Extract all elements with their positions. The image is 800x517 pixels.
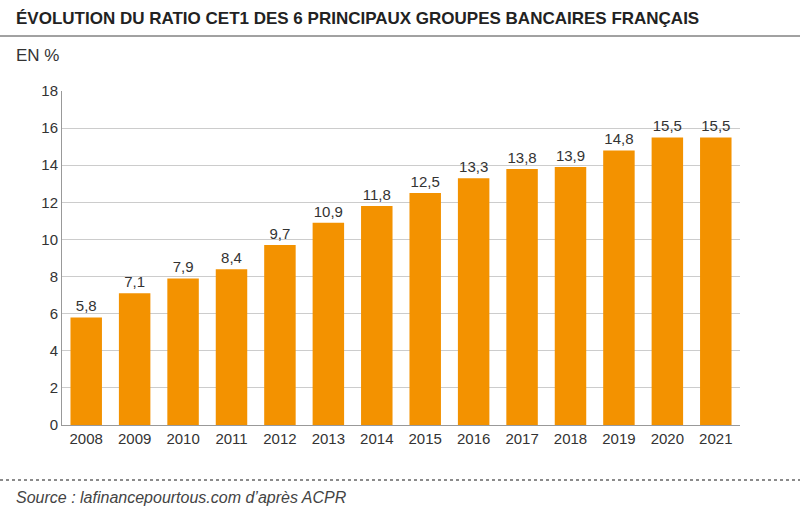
svg-text:13,3: 13,3 <box>459 158 488 175</box>
svg-text:4: 4 <box>50 342 58 359</box>
svg-text:6: 6 <box>50 305 58 322</box>
svg-text:8: 8 <box>50 268 58 285</box>
svg-text:7,1: 7,1 <box>124 273 145 290</box>
svg-text:2017: 2017 <box>505 430 538 447</box>
svg-text:2015: 2015 <box>409 430 442 447</box>
svg-text:12,5: 12,5 <box>411 173 440 190</box>
svg-text:2010: 2010 <box>166 430 199 447</box>
svg-text:Source : lafinancepourtous.com: Source : lafinancepourtous.com d’après A… <box>16 489 347 506</box>
svg-text:2013: 2013 <box>312 430 345 447</box>
svg-text:15,5: 15,5 <box>653 117 682 134</box>
svg-text:2009: 2009 <box>118 430 151 447</box>
svg-text:EN %: EN % <box>16 46 59 65</box>
svg-text:12: 12 <box>41 194 58 211</box>
svg-text:2: 2 <box>50 379 58 396</box>
svg-text:5,8: 5,8 <box>76 297 97 314</box>
svg-text:2021: 2021 <box>699 430 732 447</box>
svg-text:10,9: 10,9 <box>314 203 343 220</box>
svg-text:2014: 2014 <box>360 430 393 447</box>
svg-text:8,4: 8,4 <box>221 249 242 266</box>
svg-text:14,8: 14,8 <box>604 130 633 147</box>
svg-text:2020: 2020 <box>651 430 684 447</box>
svg-text:14: 14 <box>41 156 58 173</box>
svg-text:2012: 2012 <box>263 430 296 447</box>
svg-text:2016: 2016 <box>457 430 490 447</box>
svg-text:7,9: 7,9 <box>173 258 194 275</box>
svg-text:2011: 2011 <box>215 430 247 447</box>
svg-text:2008: 2008 <box>70 430 103 447</box>
svg-text:9,7: 9,7 <box>270 225 291 242</box>
svg-text:0: 0 <box>50 416 58 433</box>
svg-text:16: 16 <box>41 119 58 136</box>
svg-text:15,5: 15,5 <box>701 117 730 134</box>
svg-text:10: 10 <box>41 231 58 248</box>
svg-text:13,9: 13,9 <box>556 147 585 164</box>
svg-text:18: 18 <box>41 82 58 99</box>
svg-text:13,8: 13,8 <box>507 149 536 166</box>
svg-text:11,8: 11,8 <box>363 186 391 203</box>
svg-text:ÉVOLUTION DU RATIO CET1 DES 6: ÉVOLUTION DU RATIO CET1 DES 6 PRINCIPAUX… <box>16 9 699 28</box>
svg-text:2019: 2019 <box>602 430 635 447</box>
svg-text:2018: 2018 <box>554 430 587 447</box>
